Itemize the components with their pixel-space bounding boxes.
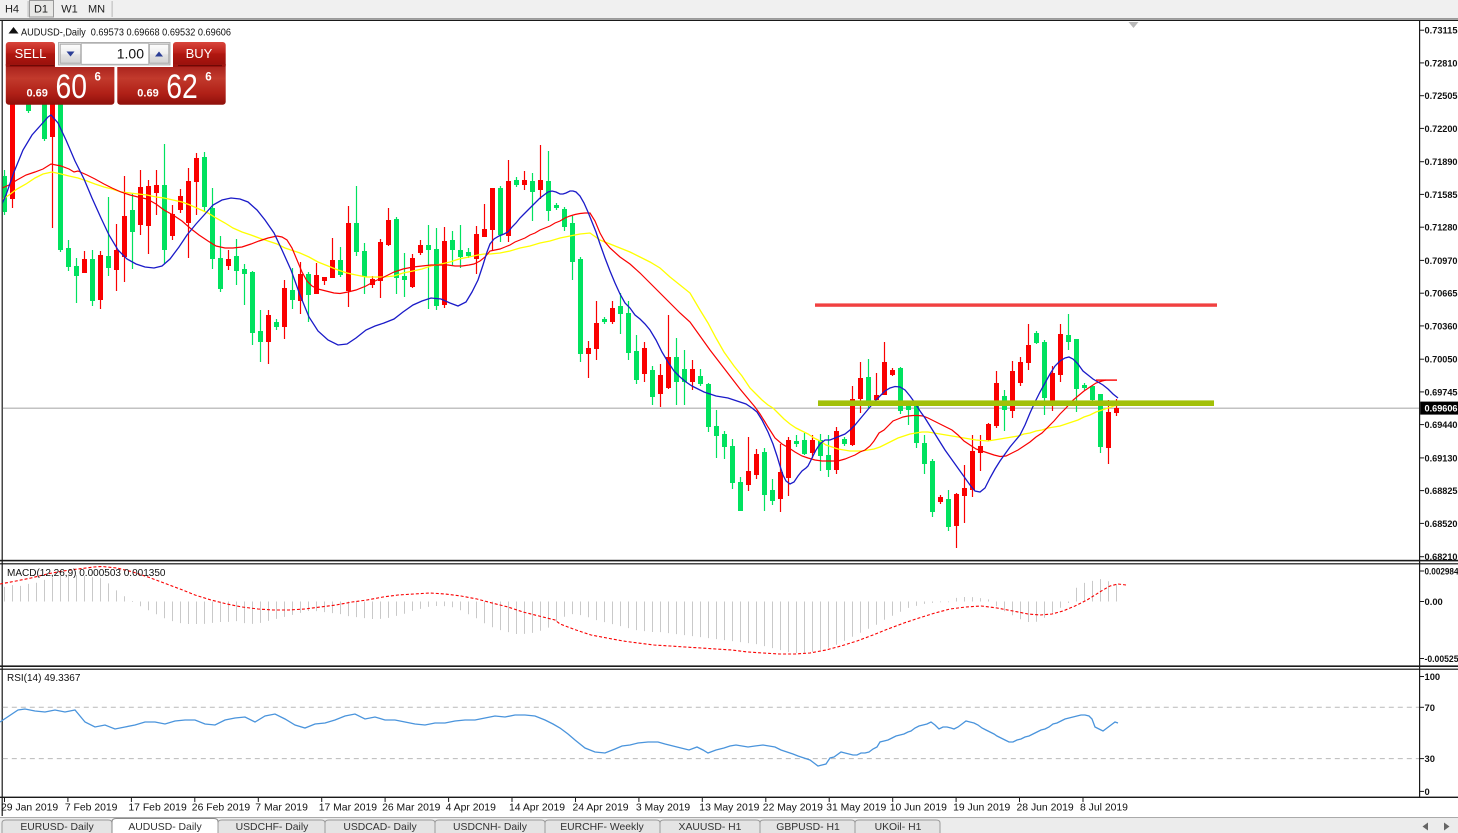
svg-text:0.69: 0.69 — [137, 88, 158, 100]
svg-text:6: 6 — [205, 72, 211, 84]
svg-text:7 Feb 2019: 7 Feb 2019 — [65, 803, 118, 814]
svg-text:MN: MN — [88, 4, 105, 16]
svg-text:0.68520: 0.68520 — [1425, 518, 1458, 529]
svg-text:SELL: SELL — [15, 46, 47, 61]
svg-text:17 Mar 2019: 17 Mar 2019 — [319, 803, 378, 814]
svg-text:3 May 2019: 3 May 2019 — [636, 803, 691, 814]
svg-text:0.00: 0.00 — [1425, 596, 1443, 607]
svg-text:1.00: 1.00 — [117, 46, 144, 62]
svg-text:0.72810: 0.72810 — [1425, 57, 1458, 68]
svg-text:26 Feb 2019: 26 Feb 2019 — [192, 803, 251, 814]
svg-text:4 Apr 2019: 4 Apr 2019 — [446, 803, 496, 814]
svg-text:BUY: BUY — [186, 46, 213, 61]
svg-text:14 Apr 2019: 14 Apr 2019 — [509, 803, 565, 814]
svg-text:0: 0 — [1425, 786, 1430, 797]
svg-text:6: 6 — [95, 72, 101, 84]
svg-text:USDCHF- Daily: USDCHF- Daily — [236, 822, 310, 833]
svg-text:24 Apr 2019: 24 Apr 2019 — [573, 803, 629, 814]
svg-text:W1: W1 — [61, 4, 78, 16]
svg-text:0.70970: 0.70970 — [1425, 255, 1458, 266]
svg-text:0.71585: 0.71585 — [1425, 189, 1458, 200]
svg-text:UKOil- H1: UKOil- H1 — [875, 822, 922, 833]
svg-text:0.69: 0.69 — [27, 88, 48, 100]
svg-text:EURCHF- Weekly: EURCHF- Weekly — [560, 822, 644, 833]
svg-text:RSI(14) 49.3367: RSI(14) 49.3367 — [7, 673, 81, 684]
svg-text:0.71280: 0.71280 — [1425, 222, 1458, 233]
svg-text:XAUUSD- H1: XAUUSD- H1 — [679, 822, 742, 833]
svg-text:0.68825: 0.68825 — [1425, 485, 1458, 496]
svg-text:0.70360: 0.70360 — [1425, 320, 1458, 331]
svg-text:70: 70 — [1425, 702, 1435, 713]
svg-text:0.70665: 0.70665 — [1425, 288, 1458, 299]
svg-text:MACD(12,26,9) 0.000503 0.00135: MACD(12,26,9) 0.000503 0.001350 — [7, 568, 166, 579]
svg-text:-0.00525: -0.00525 — [1425, 653, 1458, 664]
svg-text:17 Feb 2019: 17 Feb 2019 — [128, 803, 187, 814]
svg-text:0.73115: 0.73115 — [1425, 25, 1458, 36]
svg-text:26 Mar 2019: 26 Mar 2019 — [382, 803, 441, 814]
svg-text:62: 62 — [166, 68, 198, 106]
svg-text:7 Mar 2019: 7 Mar 2019 — [255, 803, 308, 814]
svg-text:28 Jun 2019: 28 Jun 2019 — [1017, 803, 1074, 814]
svg-text:29 Jan 2019: 29 Jan 2019 — [1, 803, 58, 814]
svg-text:19 Jun 2019: 19 Jun 2019 — [953, 803, 1010, 814]
svg-text:10 Jun 2019: 10 Jun 2019 — [890, 803, 947, 814]
svg-text:0.002984: 0.002984 — [1425, 566, 1458, 577]
svg-text:0.68210: 0.68210 — [1425, 551, 1458, 562]
svg-text:AUDUSD-,Daily 0.69573 0.69668: AUDUSD-,Daily 0.69573 0.69668 0.69532 0.… — [21, 28, 231, 39]
svg-text:0.72505: 0.72505 — [1425, 90, 1458, 101]
svg-text:60: 60 — [56, 68, 88, 106]
svg-text:GBPUSD- H1: GBPUSD- H1 — [776, 822, 840, 833]
svg-text:22 May 2019: 22 May 2019 — [763, 803, 823, 814]
svg-text:0.69745: 0.69745 — [1425, 386, 1458, 397]
svg-text:AUDUSD- Daily: AUDUSD- Daily — [128, 822, 202, 833]
svg-text:8 Jul 2019: 8 Jul 2019 — [1080, 803, 1128, 814]
svg-text:EURUSD- Daily: EURUSD- Daily — [20, 822, 94, 833]
svg-text:100: 100 — [1425, 671, 1441, 682]
svg-text:13 May 2019: 13 May 2019 — [699, 803, 759, 814]
svg-text:0.72200: 0.72200 — [1425, 123, 1458, 134]
svg-text:31 May 2019: 31 May 2019 — [826, 803, 886, 814]
svg-text:USDCNH- Daily: USDCNH- Daily — [453, 822, 528, 833]
svg-text:USDCAD- Daily: USDCAD- Daily — [343, 822, 417, 833]
svg-text:0.71890: 0.71890 — [1425, 156, 1458, 167]
svg-text:D1: D1 — [34, 4, 48, 16]
svg-text:30: 30 — [1425, 753, 1435, 764]
svg-text:0.69606: 0.69606 — [1425, 403, 1458, 414]
svg-text:0.69440: 0.69440 — [1425, 419, 1458, 430]
svg-text:0.70050: 0.70050 — [1425, 354, 1458, 365]
svg-text:0.69130: 0.69130 — [1425, 452, 1458, 463]
svg-text:H4: H4 — [5, 4, 19, 16]
